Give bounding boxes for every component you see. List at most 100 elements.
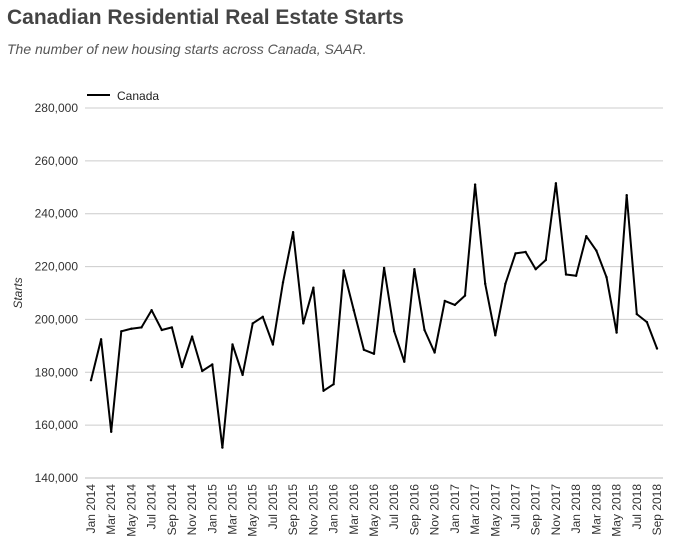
- data-point: [302, 322, 305, 325]
- legend[interactable]: Canada: [87, 89, 159, 103]
- data-point: [514, 252, 517, 255]
- x-tick-label: Sep 2018: [650, 484, 664, 536]
- data-point: [201, 369, 204, 373]
- x-tick-label: Nov 2017: [549, 484, 563, 536]
- y-tick-label: 180,000: [35, 365, 79, 379]
- data-point: [160, 328, 163, 332]
- x-tick-label: Mar 2015: [226, 484, 240, 535]
- x-tick-label: Mar 2018: [589, 484, 603, 535]
- x-tick-label: Sep 2017: [529, 484, 543, 536]
- data-point: [312, 286, 315, 289]
- data-point: [544, 258, 547, 262]
- x-tick-label: Mar 2016: [347, 484, 361, 535]
- x-tick-label: Mar 2017: [468, 484, 482, 535]
- x-tick-label: Jan 2018: [569, 484, 583, 534]
- series-line-canada: [90, 182, 658, 449]
- x-tick-label: May 2014: [124, 484, 138, 537]
- data-point: [372, 352, 376, 355]
- data-point: [89, 379, 93, 382]
- y-tick-label: 140,000: [35, 471, 79, 485]
- data-point: [504, 282, 507, 285]
- data-point: [211, 363, 214, 366]
- x-tick-label: Sep 2014: [165, 484, 179, 536]
- x-axis-ticks: Jan 2014 Mar 2014 May 2014 Jul 2014 Sep 2014…: [84, 484, 664, 537]
- data-point: [564, 273, 568, 276]
- data-point: [574, 274, 578, 277]
- data-point: [645, 320, 649, 324]
- data-point: [554, 182, 558, 185]
- data-point: [443, 299, 446, 303]
- data-point: [453, 303, 457, 307]
- data-point: [291, 231, 295, 234]
- data-point: [271, 343, 275, 346]
- x-tick-label: Mar 2014: [104, 484, 118, 535]
- data-point: [463, 294, 467, 297]
- data-point: [352, 309, 355, 312]
- data-point: [110, 430, 113, 433]
- y-tick-label: 220,000: [35, 260, 79, 274]
- data-point: [130, 327, 133, 330]
- data-point: [150, 309, 153, 312]
- legend-label-canada: Canada: [117, 89, 159, 103]
- data-point: [99, 338, 103, 341]
- data-point: [170, 326, 174, 329]
- x-tick-label: Jan 2017: [448, 484, 462, 534]
- x-tick-label: May 2015: [246, 484, 260, 537]
- data-point: [140, 326, 143, 329]
- data-point: [362, 348, 366, 351]
- x-tick-label: Jan 2014: [84, 484, 98, 534]
- data-point: [635, 312, 638, 316]
- data-point: [342, 269, 345, 272]
- x-tick-label: Nov 2016: [428, 484, 442, 536]
- data-point: [494, 334, 497, 337]
- data-point: [241, 373, 244, 377]
- y-tick-label: 260,000: [35, 154, 79, 168]
- data-point: [231, 343, 234, 346]
- data-point: [281, 281, 285, 284]
- x-tick-label: Jan 2016: [327, 484, 341, 534]
- data-point: [332, 383, 335, 386]
- x-tick-label: Nov 2015: [306, 484, 320, 536]
- data-point: [251, 322, 254, 325]
- data-point: [393, 330, 396, 333]
- x-tick-label: Jul 2016: [387, 484, 401, 530]
- y-axis-ticks: 140,000 160,000 180,000 200,000 220,000 240,0…: [35, 101, 79, 485]
- data-point: [190, 335, 194, 338]
- data-point: [180, 365, 184, 369]
- x-tick-label: Jan 2015: [205, 484, 219, 534]
- data-point: [655, 347, 659, 350]
- y-tick-label: 280,000: [35, 101, 79, 115]
- data-point: [433, 351, 436, 354]
- x-tick-label: Sep 2015: [286, 484, 300, 536]
- y-tick-label: 200,000: [35, 312, 79, 326]
- gridlines: [85, 107, 663, 426]
- data-point: [423, 328, 426, 332]
- data-point: [120, 330, 123, 333]
- data-point: [625, 194, 628, 197]
- x-tick-label: May 2016: [367, 484, 381, 537]
- data-point: [403, 360, 406, 363]
- data-point: [524, 250, 527, 254]
- x-tick-label: May 2017: [488, 484, 502, 537]
- series-layer: [89, 182, 659, 449]
- x-tick-label: May 2018: [610, 484, 624, 537]
- data-point: [221, 446, 224, 449]
- data-point: [605, 275, 608, 279]
- x-tick-label: Sep 2016: [407, 484, 421, 536]
- data-point: [595, 249, 598, 252]
- data-point: [382, 266, 386, 270]
- x-tick-label: Jul 2014: [145, 484, 159, 530]
- data-point: [322, 389, 325, 392]
- data-point: [615, 331, 618, 334]
- data-point: [585, 235, 588, 238]
- x-tick-label: Nov 2014: [185, 484, 199, 536]
- x-tick-label: Jul 2017: [509, 484, 523, 530]
- x-tick-label: Jul 2015: [266, 484, 280, 530]
- data-point: [473, 183, 477, 186]
- chart-title: Canadian Residential Real Estate Starts: [7, 6, 404, 29]
- chart-subtitle: The number of new housing starts across …: [7, 41, 367, 57]
- y-tick-label: 240,000: [35, 207, 79, 221]
- data-point: [261, 315, 264, 318]
- data-point: [534, 268, 537, 271]
